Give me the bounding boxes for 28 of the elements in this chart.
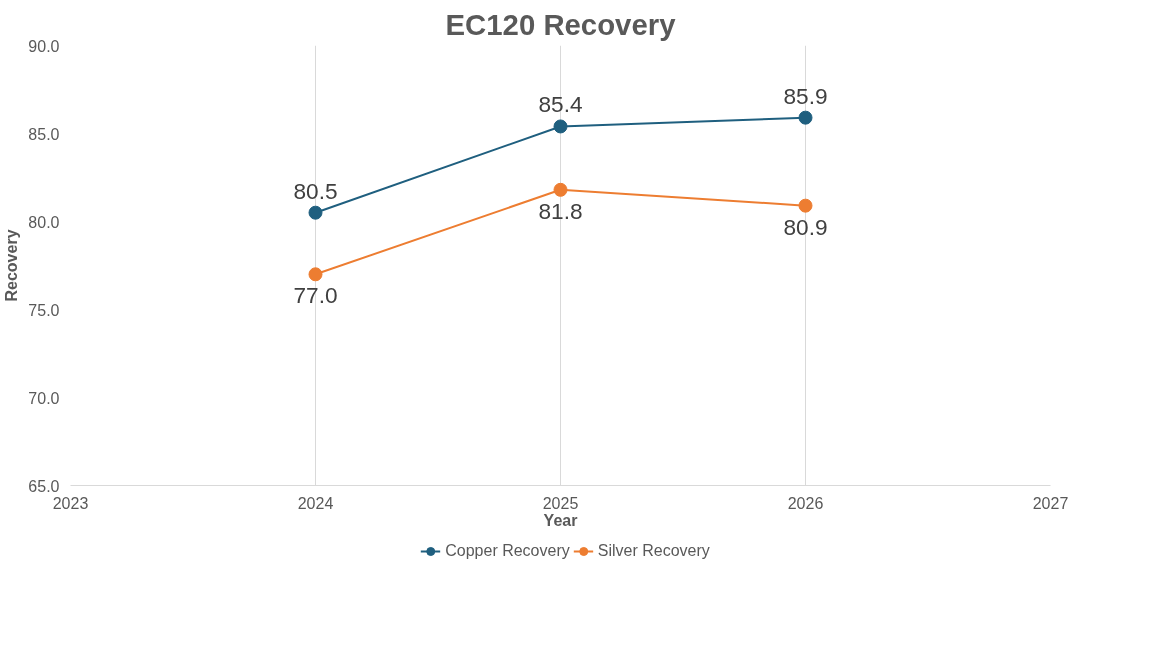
x-tick-label: 2024 [297, 494, 334, 512]
chart-title: EC120 Recovery [445, 7, 677, 41]
x-tick-label: 2026 [787, 494, 824, 512]
y-tick-label: 75.0 [28, 301, 60, 319]
data-label: 85.9 [783, 82, 828, 109]
data-label: 85.4 [538, 91, 583, 118]
point [798, 198, 813, 213]
point [553, 182, 568, 197]
y-tick-label: 80.0 [28, 213, 60, 231]
data-label: 77.0 [293, 282, 338, 309]
y-tick-label: 90.0 [28, 37, 60, 55]
point [798, 110, 813, 125]
legend-label: Silver Recovery [597, 542, 710, 560]
x-tick-label: 2023 [52, 494, 89, 512]
y-tick-label: 85.0 [28, 125, 60, 143]
x-tick-label: 2027 [1032, 494, 1069, 512]
y-tick-label: 65.0 [28, 477, 60, 495]
legend-label: Copper Recovery [445, 542, 570, 560]
data-label: 81.8 [538, 197, 583, 224]
point [553, 119, 568, 134]
y-tick-label: 70.0 [28, 389, 60, 407]
point [308, 205, 323, 220]
x-axis-title: Year [543, 511, 578, 529]
data-label: 80.5 [293, 177, 338, 204]
x-tick-label: 2025 [542, 494, 579, 512]
y-axis-title: Recovery [3, 229, 21, 302]
point [308, 267, 323, 282]
data-label: 80.9 [783, 213, 828, 240]
